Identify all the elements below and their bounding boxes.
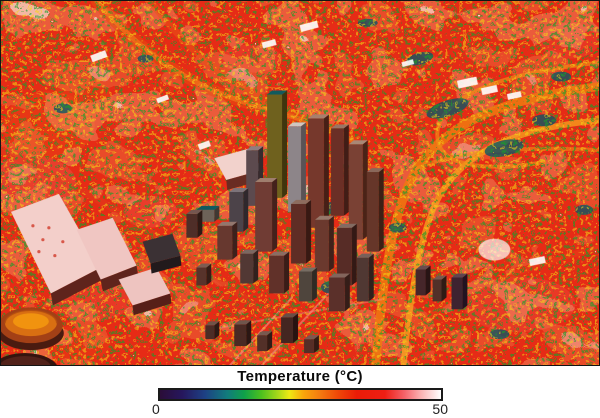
large-flat-buildings [1, 148, 264, 365]
colorbar-labels: 0 50 [152, 401, 448, 417]
colorbar-max-label: 50 [432, 401, 448, 417]
hot-rooftops [90, 20, 546, 267]
legend: Temperature (°C) 0 50 [0, 366, 600, 418]
temperature-colorbar [157, 388, 443, 401]
thermal-map [0, 0, 600, 366]
downtown-buildings [186, 90, 468, 354]
legend-title: Temperature (°C) [237, 368, 363, 385]
colorbar-min-label: 0 [152, 401, 160, 417]
thermal-map-illustration [1, 1, 599, 365]
